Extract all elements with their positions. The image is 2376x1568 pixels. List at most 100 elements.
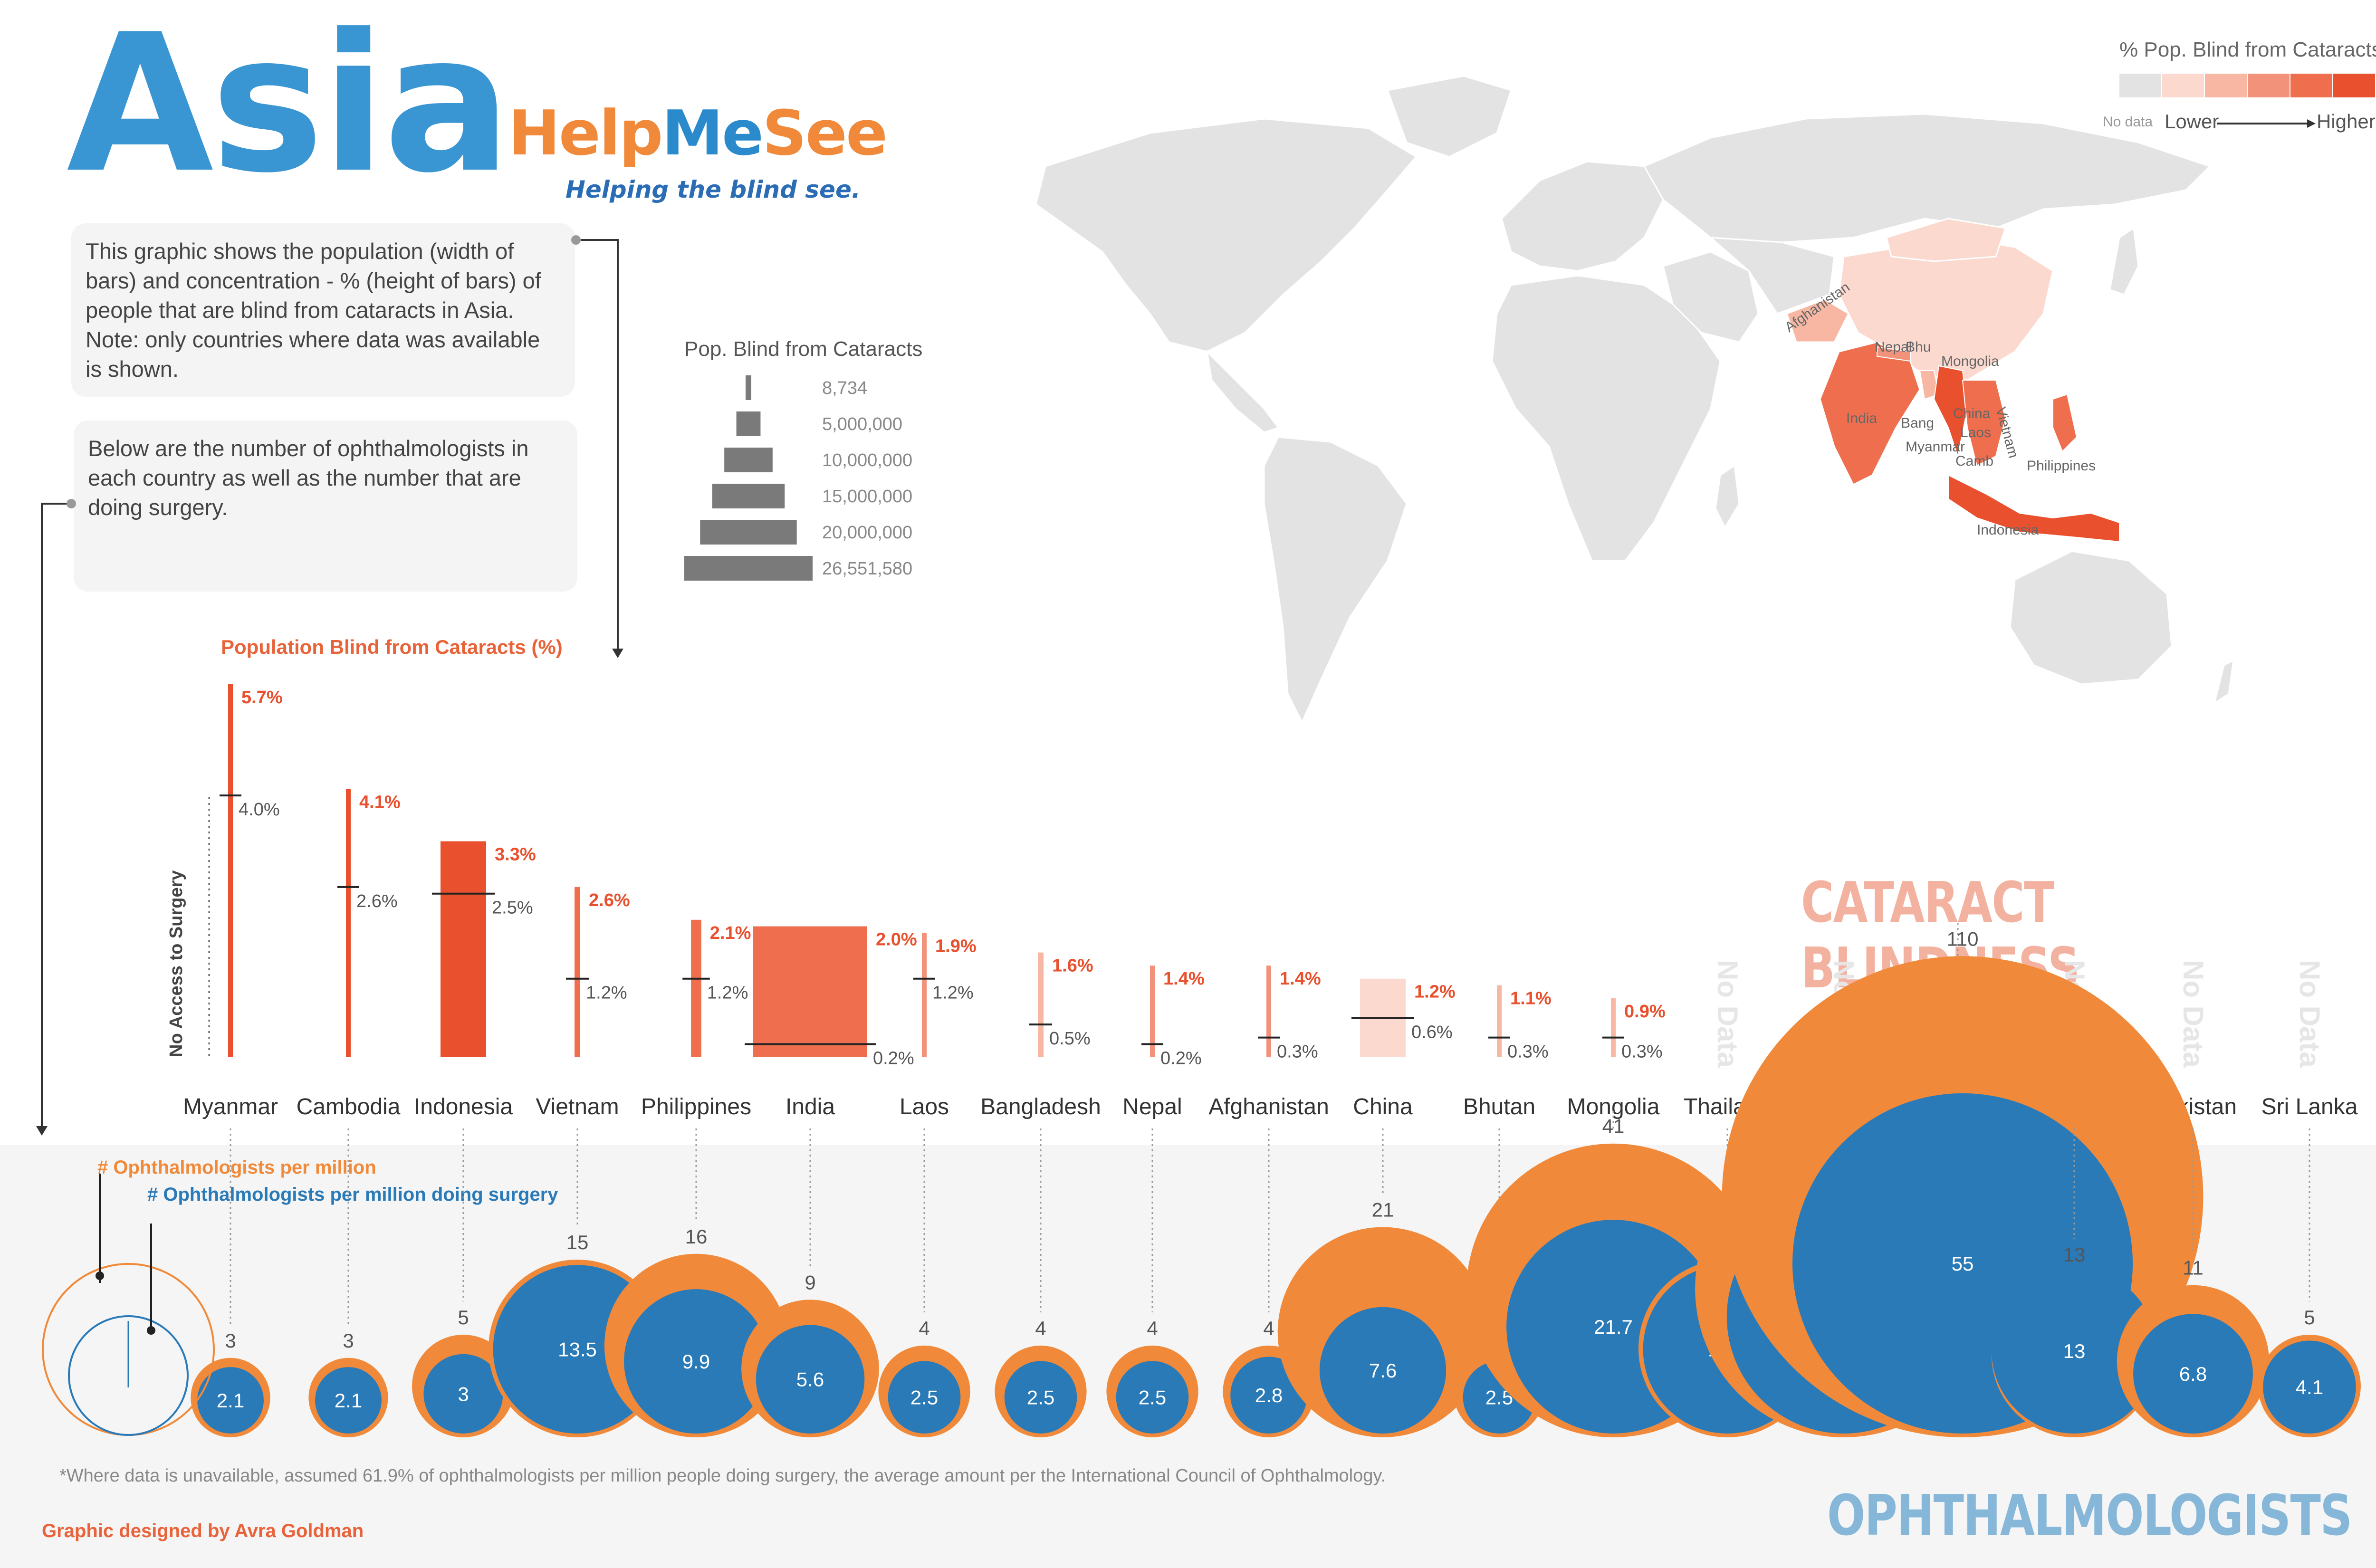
map-se-asia	[1962, 380, 2006, 467]
bar-value-label: 4.1%	[359, 792, 401, 812]
map-central-asia	[1708, 237, 1835, 315]
legend-surgery-circle	[68, 1315, 189, 1436]
map-indonesia	[1948, 474, 2120, 543]
pop-legend-value: 5,000,000	[822, 414, 903, 434]
bar	[1150, 966, 1155, 1057]
legend-dot-total	[96, 1272, 104, 1280]
bubble-surgery-label: 9.9	[682, 1350, 710, 1373]
pop-legend-bar	[746, 375, 751, 400]
category-label: Indonesia	[414, 1094, 513, 1119]
bubble-surgery-label: 5.6	[796, 1368, 824, 1391]
map-legend-swatch	[2162, 74, 2204, 97]
surgery-value-label: 0.6%	[1411, 1022, 1453, 1042]
map-label-philippines: Philippines	[2027, 458, 2096, 474]
category-label: China	[1353, 1094, 1413, 1119]
surgery-value-label: 1.2%	[932, 983, 974, 1003]
bubble-total-label: 3	[343, 1329, 354, 1352]
pop-legend-value: 8,734	[822, 378, 868, 398]
category-label: Cambodia	[297, 1094, 401, 1119]
legend-dot-surgery	[147, 1326, 155, 1335]
category-label: Bhutan	[1463, 1094, 1535, 1119]
map-label-bhutan: Bhu	[1906, 339, 1931, 355]
category-label: Bangladesh	[980, 1094, 1101, 1119]
bubble-total-label: 9	[805, 1271, 815, 1293]
bubble-surgery	[1319, 1307, 1447, 1434]
bubble-surgery-label: 13	[2063, 1340, 2086, 1362]
bar-value-label: 2.0%	[876, 930, 917, 950]
surgery-value-label: 1.2%	[586, 983, 627, 1003]
legend-ophthalmologists: # Ophthalmologists per million	[97, 1157, 376, 1178]
page-title: Asia	[67, 0, 512, 215]
bubble-surgery	[315, 1367, 382, 1434]
bubble-total-label: 3	[225, 1329, 236, 1352]
surgery-value-label: 0.2%	[873, 1048, 914, 1068]
bubble-surgery-label: 21.7	[1594, 1316, 1633, 1338]
map-label-bangladesh: Bang	[1901, 415, 1934, 431]
map-philippines	[2052, 393, 2078, 452]
bar	[691, 919, 701, 1057]
map-myanmar	[1933, 365, 1968, 458]
bar-chart-title: Population Blind from Cataracts (%)	[221, 636, 563, 658]
category-label: Sri Lanka	[2261, 1094, 2358, 1119]
intro-note: This graphic shows the population (width…	[71, 223, 575, 397]
pop-legend-value: 15,000,000	[822, 487, 913, 507]
bubble-surgery-label: 2.1	[335, 1389, 362, 1412]
map-madagascar	[1715, 464, 1740, 529]
map-legend-lower: Lower	[2165, 110, 2219, 133]
no-data-label: No Data	[1712, 960, 1744, 1068]
bar	[1266, 966, 1271, 1057]
map-legend-swatch	[2119, 74, 2161, 97]
surgery-value-label: 1.2%	[707, 983, 748, 1003]
map-label-mongolia: Mongolia	[1941, 354, 1999, 369]
pop-legend	[684, 375, 813, 581]
no-data-label: No Data	[2294, 960, 2326, 1068]
bubble-total-label: 11	[2183, 1257, 2204, 1279]
map-legend-swatch	[2290, 74, 2332, 97]
map-australia	[2009, 550, 2173, 685]
map-new-zealand	[2213, 659, 2234, 705]
category-label: Nepal	[1122, 1094, 1182, 1119]
map-label-nepal: Nepal	[1875, 339, 1912, 355]
bubble-surgery	[197, 1367, 264, 1434]
bubble-total-label: 110	[1947, 927, 1979, 950]
map-label-myanmar: Myanmar	[1906, 439, 1965, 455]
bubble-total-label: 5	[2304, 1306, 2315, 1329]
map-south-america	[1263, 436, 1408, 724]
surgery-value-label: 2.6%	[356, 891, 398, 911]
logo-help: Help	[508, 97, 663, 169]
legend-ophthalmologists-surgery: # Ophthalmologists per million doing sur…	[147, 1184, 558, 1205]
bubble-surgery-label: 2.5	[910, 1386, 938, 1409]
bubble-surgery	[1004, 1361, 1077, 1434]
category-label: Philippines	[641, 1094, 751, 1119]
pop-legend-title: Pop. Blind from Cataracts	[684, 337, 923, 361]
ophthalmologist-note: Below are the number of ophthalmologists…	[74, 421, 577, 592]
bar-value-label: 2.1%	[710, 923, 751, 943]
surgery-value-label: 0.3%	[1277, 1042, 1318, 1062]
logo-tagline: Helping the blind see.	[565, 176, 861, 203]
bar-value-label: 1.1%	[1510, 989, 1552, 1009]
bar-value-label: 0.9%	[1624, 1002, 1666, 1022]
map-legend-swatches	[2119, 74, 2375, 97]
category-label: Laos	[900, 1094, 949, 1119]
bubble-surgery	[756, 1325, 865, 1434]
bubble-total-label: 5	[458, 1306, 469, 1329]
footnote: *Where data is unavailable, assumed 61.9…	[59, 1466, 1386, 1486]
bar	[1497, 985, 1502, 1057]
bubble-total-label: 41	[1602, 1115, 1625, 1138]
category-label: Afghanistan	[1208, 1094, 1329, 1119]
bubble-surgery-label: 3	[458, 1383, 469, 1405]
bubble-surgery	[888, 1361, 961, 1434]
bar	[753, 926, 867, 1057]
bar	[346, 789, 351, 1057]
pop-legend-value: 26,551,580	[822, 559, 913, 579]
map-legend-swatch	[2205, 74, 2247, 97]
bubble-surgery-label: 7.6	[1369, 1359, 1397, 1382]
map-label-laos: Laos	[1960, 425, 1991, 440]
map-legend-arrow	[2217, 119, 2316, 128]
helpmesee-logo: HelpMeSee	[508, 102, 888, 164]
bubble-surgery	[1116, 1361, 1189, 1434]
bubble-surgery	[624, 1289, 768, 1434]
bubble-total-label: 16	[685, 1225, 708, 1248]
